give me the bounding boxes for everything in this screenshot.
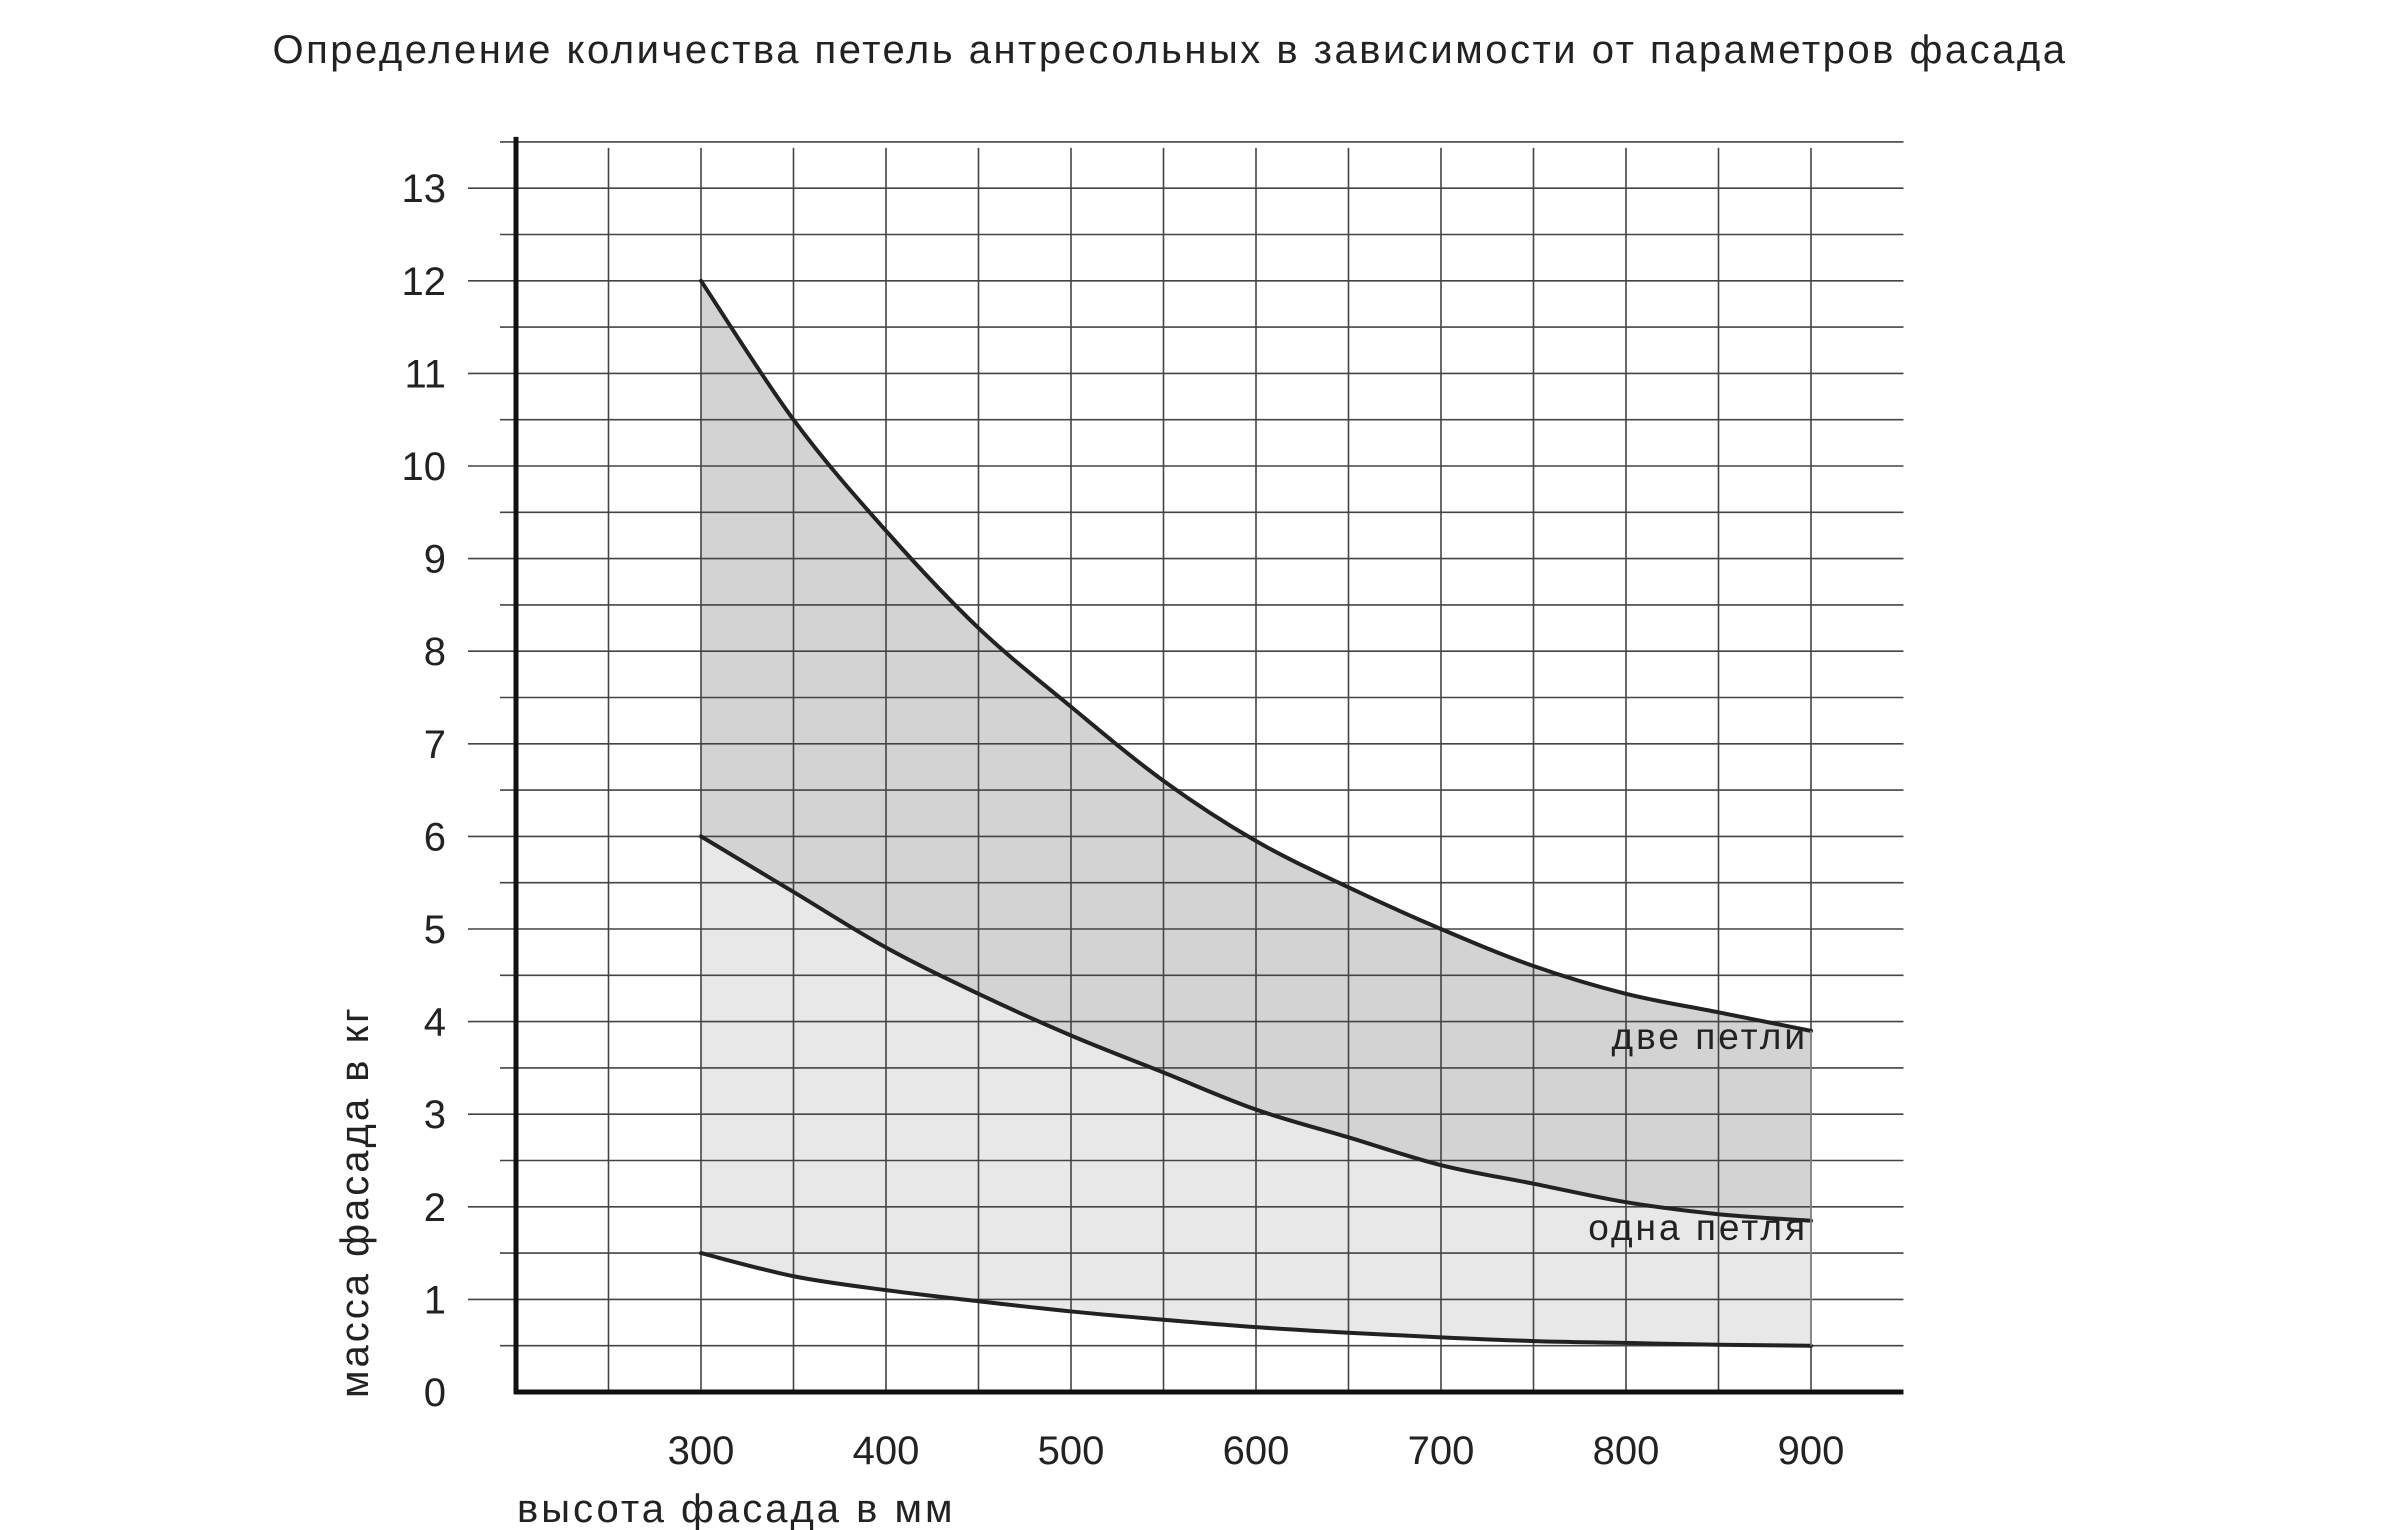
y-tick-label: 1 [424,1278,446,1322]
y-tick-label: 3 [424,1093,446,1137]
region-label-one-hinge: одна петля [1588,1207,1808,1248]
grid [468,141,1904,1392]
x-tick-label: 500 [1038,1429,1105,1473]
chart-title: Определение количества петель антресольн… [272,28,2067,72]
x-tick-label: 800 [1593,1429,1660,1473]
y-tick-label: 7 [424,723,446,767]
y-tick-label: 11 [404,352,446,396]
series-line-1 [699,278,1813,1033]
region-label-two-hinges: две петли [1612,1016,1808,1057]
series-line-2 [699,834,1813,1223]
x-tick-label: 600 [1223,1429,1290,1473]
x-tick-label: 700 [1408,1429,1475,1473]
y-tick-label: 4 [424,1001,446,1045]
x-axis-label: высота фасада в мм [517,1487,956,1530]
series-line-3 [699,1251,1813,1348]
y-axis-label: масса фасада в кг [333,1005,377,1398]
y-tick-label: 0 [424,1371,446,1415]
y-tick-label: 13 [402,167,447,211]
y-tick-label: 9 [424,538,446,582]
axes [513,136,1904,1395]
y-tick-label: 12 [402,260,447,304]
y-tick-label: 2 [424,1186,446,1230]
x-tick-label: 900 [1778,1429,1845,1473]
y-tick-label: 10 [402,445,447,489]
y-tick-label: 5 [424,908,446,952]
x-tick-label: 300 [668,1429,735,1473]
x-tick-label: 400 [853,1429,920,1473]
curves [699,278,1813,1348]
y-tick-label: 8 [424,630,446,674]
y-tick-label: 6 [424,815,446,859]
